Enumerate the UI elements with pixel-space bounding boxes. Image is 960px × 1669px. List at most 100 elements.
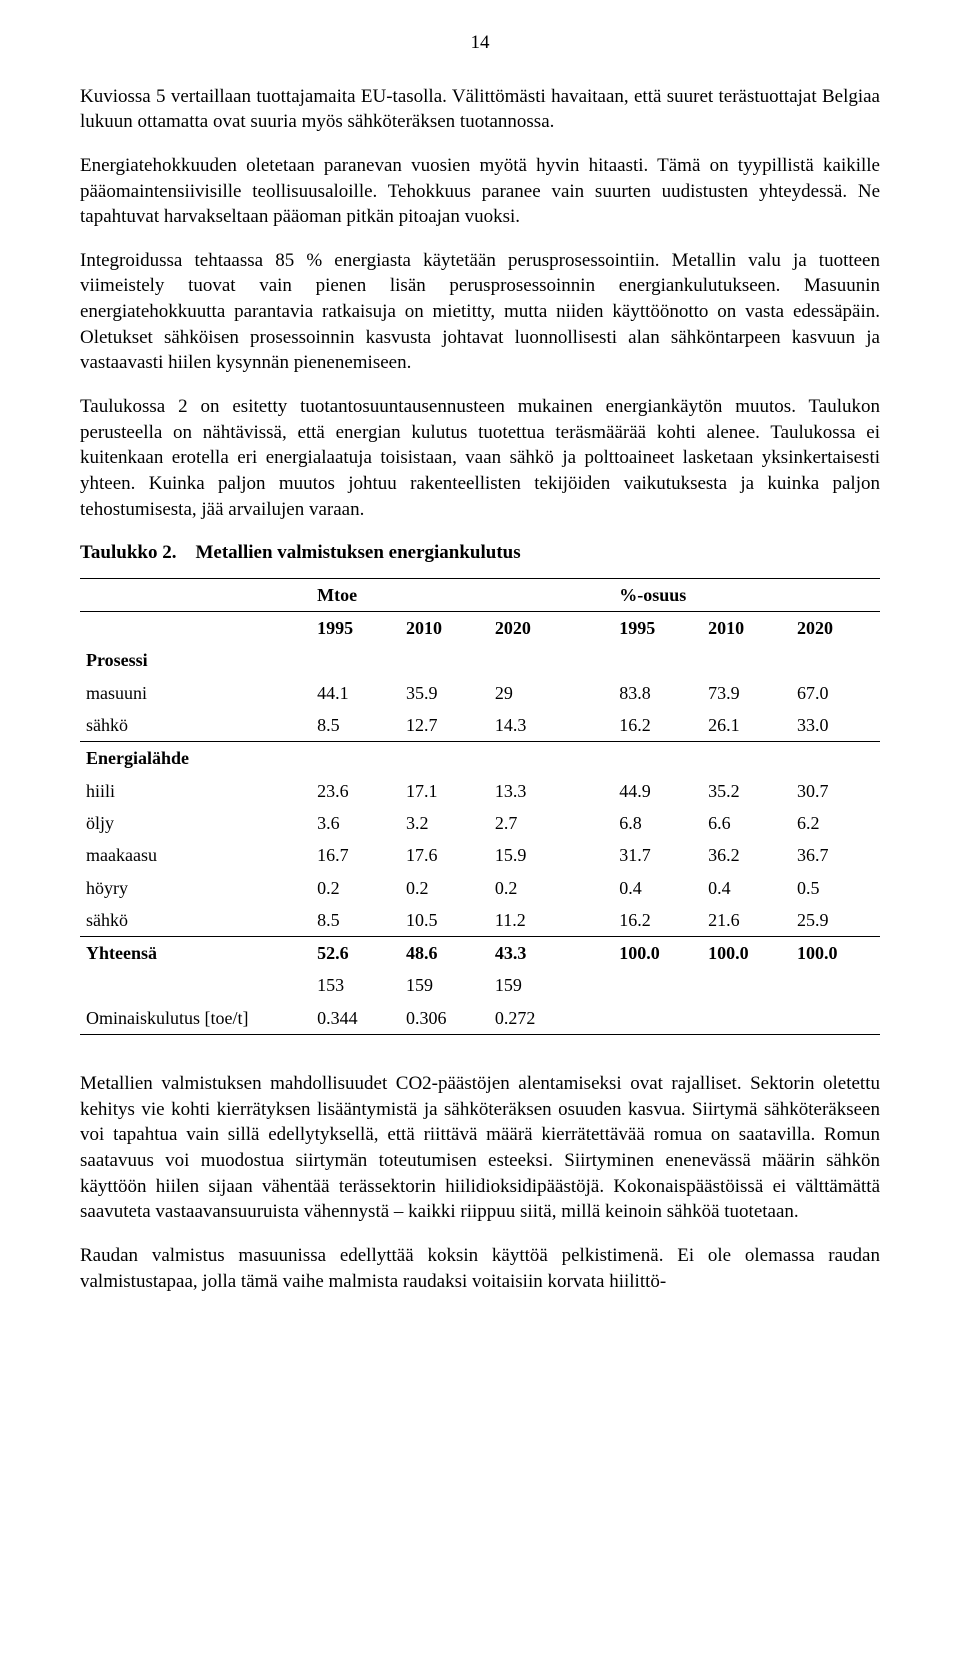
cell: 36.2 <box>702 839 791 871</box>
cell: 0.344 <box>311 1002 400 1035</box>
section-label: Prosessi <box>80 644 311 676</box>
cell: 0.2 <box>489 872 578 904</box>
table-row: 153 159 159 <box>80 969 880 1001</box>
cell: 73.9 <box>702 677 791 709</box>
cell: 8.5 <box>311 904 400 937</box>
row-label: sähkö <box>80 709 311 742</box>
table-title-text: Metallien valmistuksen energiankulutus <box>195 542 520 563</box>
cell: 36.7 <box>791 839 880 871</box>
cell: 23.6 <box>311 775 400 807</box>
document-page: 14 Kuviossa 5 vertaillaan tuottajamaita … <box>0 0 960 1669</box>
row-label: höyry <box>80 872 311 904</box>
paragraph: Energiatehokkuuden oletetaan paranevan v… <box>80 153 880 230</box>
cell: 0.306 <box>400 1002 489 1035</box>
col-year: 2010 <box>400 612 489 645</box>
col-year: 1995 <box>311 612 400 645</box>
cell: 8.5 <box>311 709 400 742</box>
cell: 26.1 <box>702 709 791 742</box>
table-title: Taulukko 2. Metallien valmistuksen energ… <box>80 540 880 566</box>
col-year: 1995 <box>613 612 702 645</box>
paragraph: Kuviossa 5 vertaillaan tuottajamaita EU-… <box>80 84 880 135</box>
section-label: Energialähde <box>80 742 311 775</box>
paragraph: Metallien valmistuksen mahdollisuudet CO… <box>80 1071 880 1225</box>
cell: 0.2 <box>311 872 400 904</box>
cell: 83.8 <box>613 677 702 709</box>
cell: 6.6 <box>702 807 791 839</box>
page-number: 14 <box>80 30 880 56</box>
cell: 100.0 <box>791 937 880 970</box>
cell: 3.2 <box>400 807 489 839</box>
cell: 12.7 <box>400 709 489 742</box>
col-year: 2020 <box>489 612 578 645</box>
cell: 159 <box>489 969 578 1001</box>
col-year: 2020 <box>791 612 880 645</box>
cell: 43.3 <box>489 937 578 970</box>
table-row: öljy 3.6 3.2 2.7 6.8 6.6 6.2 <box>80 807 880 839</box>
table-section-row: Prosessi <box>80 644 880 676</box>
cell: 35.2 <box>702 775 791 807</box>
cell: 3.6 <box>311 807 400 839</box>
table-title-label: Taulukko 2. <box>80 542 176 563</box>
cell: 100.0 <box>613 937 702 970</box>
cell: 0.2 <box>400 872 489 904</box>
table-row: masuuni 44.1 35.9 29 83.8 73.9 67.0 <box>80 677 880 709</box>
cell: 13.3 <box>489 775 578 807</box>
table-row: sähkö 8.5 12.7 14.3 16.2 26.1 33.0 <box>80 709 880 742</box>
cell: 25.9 <box>791 904 880 937</box>
paragraph: Integroidussa tehtaassa 85 % energiasta … <box>80 248 880 376</box>
cell: 31.7 <box>613 839 702 871</box>
cell: 52.6 <box>311 937 400 970</box>
cell: 17.1 <box>400 775 489 807</box>
energy-table: Mtoe %-osuus 1995 2010 2020 1995 2010 20… <box>80 578 880 1043</box>
row-label: sähkö <box>80 904 311 937</box>
table-row: höyry 0.2 0.2 0.2 0.4 0.4 0.5 <box>80 872 880 904</box>
cell: 15.9 <box>489 839 578 871</box>
cell: 16.2 <box>613 904 702 937</box>
cell: 17.6 <box>400 839 489 871</box>
cell: 0.5 <box>791 872 880 904</box>
table-row: hiili 23.6 17.1 13.3 44.9 35.2 30.7 <box>80 775 880 807</box>
table-end-rule <box>80 1035 880 1044</box>
cell: 10.5 <box>400 904 489 937</box>
cell: 67.0 <box>791 677 880 709</box>
cell: 0.272 <box>489 1002 578 1035</box>
cell: 159 <box>400 969 489 1001</box>
col-year: 2010 <box>702 612 791 645</box>
paragraph: Taulukossa 2 on esitetty tuotantosuuntau… <box>80 394 880 522</box>
table-header-year-row: 1995 2010 2020 1995 2010 2020 <box>80 612 880 645</box>
cell: 21.6 <box>702 904 791 937</box>
row-label: masuuni <box>80 677 311 709</box>
table-header-group-row: Mtoe %-osuus <box>80 578 880 611</box>
paragraph: Raudan valmistus masuunissa edellyttää k… <box>80 1243 880 1294</box>
cell: 16.7 <box>311 839 400 871</box>
row-label: hiili <box>80 775 311 807</box>
col-group-mtoe: Mtoe <box>311 578 578 611</box>
cell: 153 <box>311 969 400 1001</box>
cell: 6.2 <box>791 807 880 839</box>
cell: 6.8 <box>613 807 702 839</box>
cell: 100.0 <box>702 937 791 970</box>
cell: 14.3 <box>489 709 578 742</box>
table-section-row: Energialähde <box>80 742 880 775</box>
cell: 2.7 <box>489 807 578 839</box>
cell: 11.2 <box>489 904 578 937</box>
cell: 30.7 <box>791 775 880 807</box>
row-label: Yhteensä <box>80 937 311 970</box>
row-label: maakaasu <box>80 839 311 871</box>
cell: 0.4 <box>702 872 791 904</box>
cell: 33.0 <box>791 709 880 742</box>
cell: 16.2 <box>613 709 702 742</box>
cell: 35.9 <box>400 677 489 709</box>
row-label: Ominaiskulutus [toe/t] <box>80 1002 311 1035</box>
table-total-row: Yhteensä 52.6 48.6 43.3 100.0 100.0 100.… <box>80 937 880 970</box>
cell: 29 <box>489 677 578 709</box>
cell: 0.4 <box>613 872 702 904</box>
col-group-osuus: %-osuus <box>613 578 880 611</box>
table-row: sähkö 8.5 10.5 11.2 16.2 21.6 25.9 <box>80 904 880 937</box>
table-row: Ominaiskulutus [toe/t] 0.344 0.306 0.272 <box>80 1002 880 1035</box>
table-row: maakaasu 16.7 17.6 15.9 31.7 36.2 36.7 <box>80 839 880 871</box>
cell: 48.6 <box>400 937 489 970</box>
cell: 44.9 <box>613 775 702 807</box>
row-label: öljy <box>80 807 311 839</box>
cell: 44.1 <box>311 677 400 709</box>
